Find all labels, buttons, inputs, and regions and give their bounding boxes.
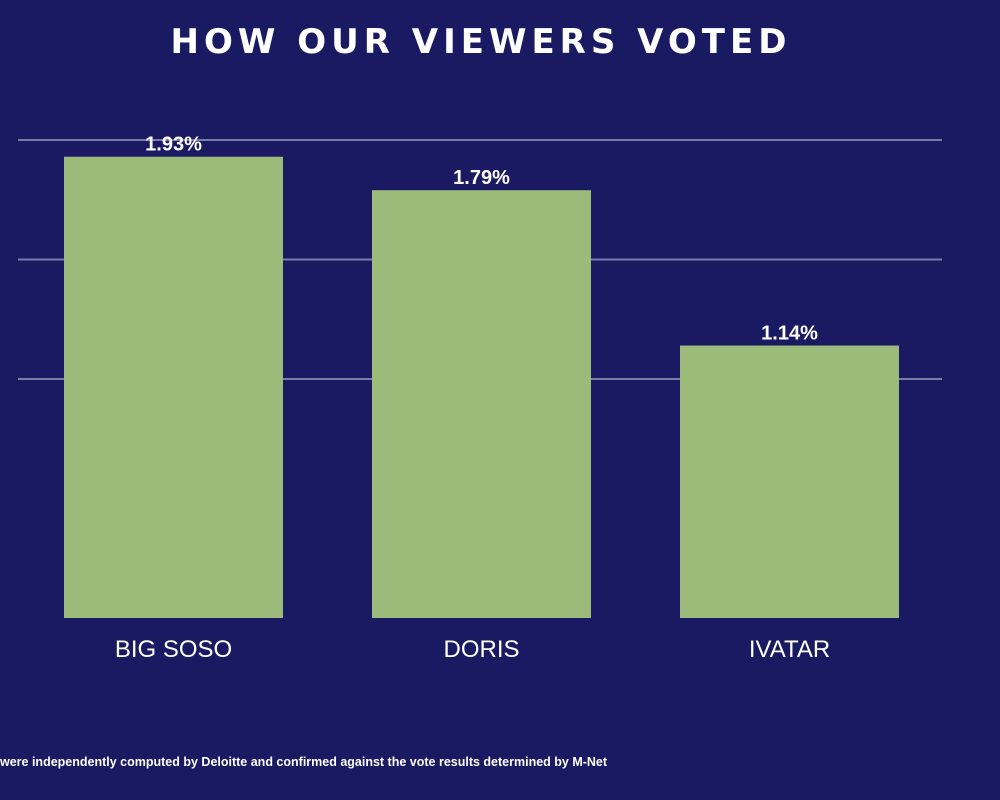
category-label-2: IVATAR (749, 636, 830, 663)
footnote: were independently computed by Deloitte … (0, 755, 608, 769)
data-label-0: 1.93% (145, 134, 202, 156)
category-label-0: BIG SOSO (115, 636, 232, 663)
data-label-1: 1.79% (453, 167, 510, 189)
data-label-2: 1.14% (761, 323, 818, 345)
bar-2 (680, 345, 899, 618)
category-label-1: DORIS (443, 636, 519, 663)
chart-title: HOW OUR VIEWERS VOTED (170, 22, 792, 62)
bar-1 (372, 190, 591, 618)
bar-0 (64, 156, 283, 619)
